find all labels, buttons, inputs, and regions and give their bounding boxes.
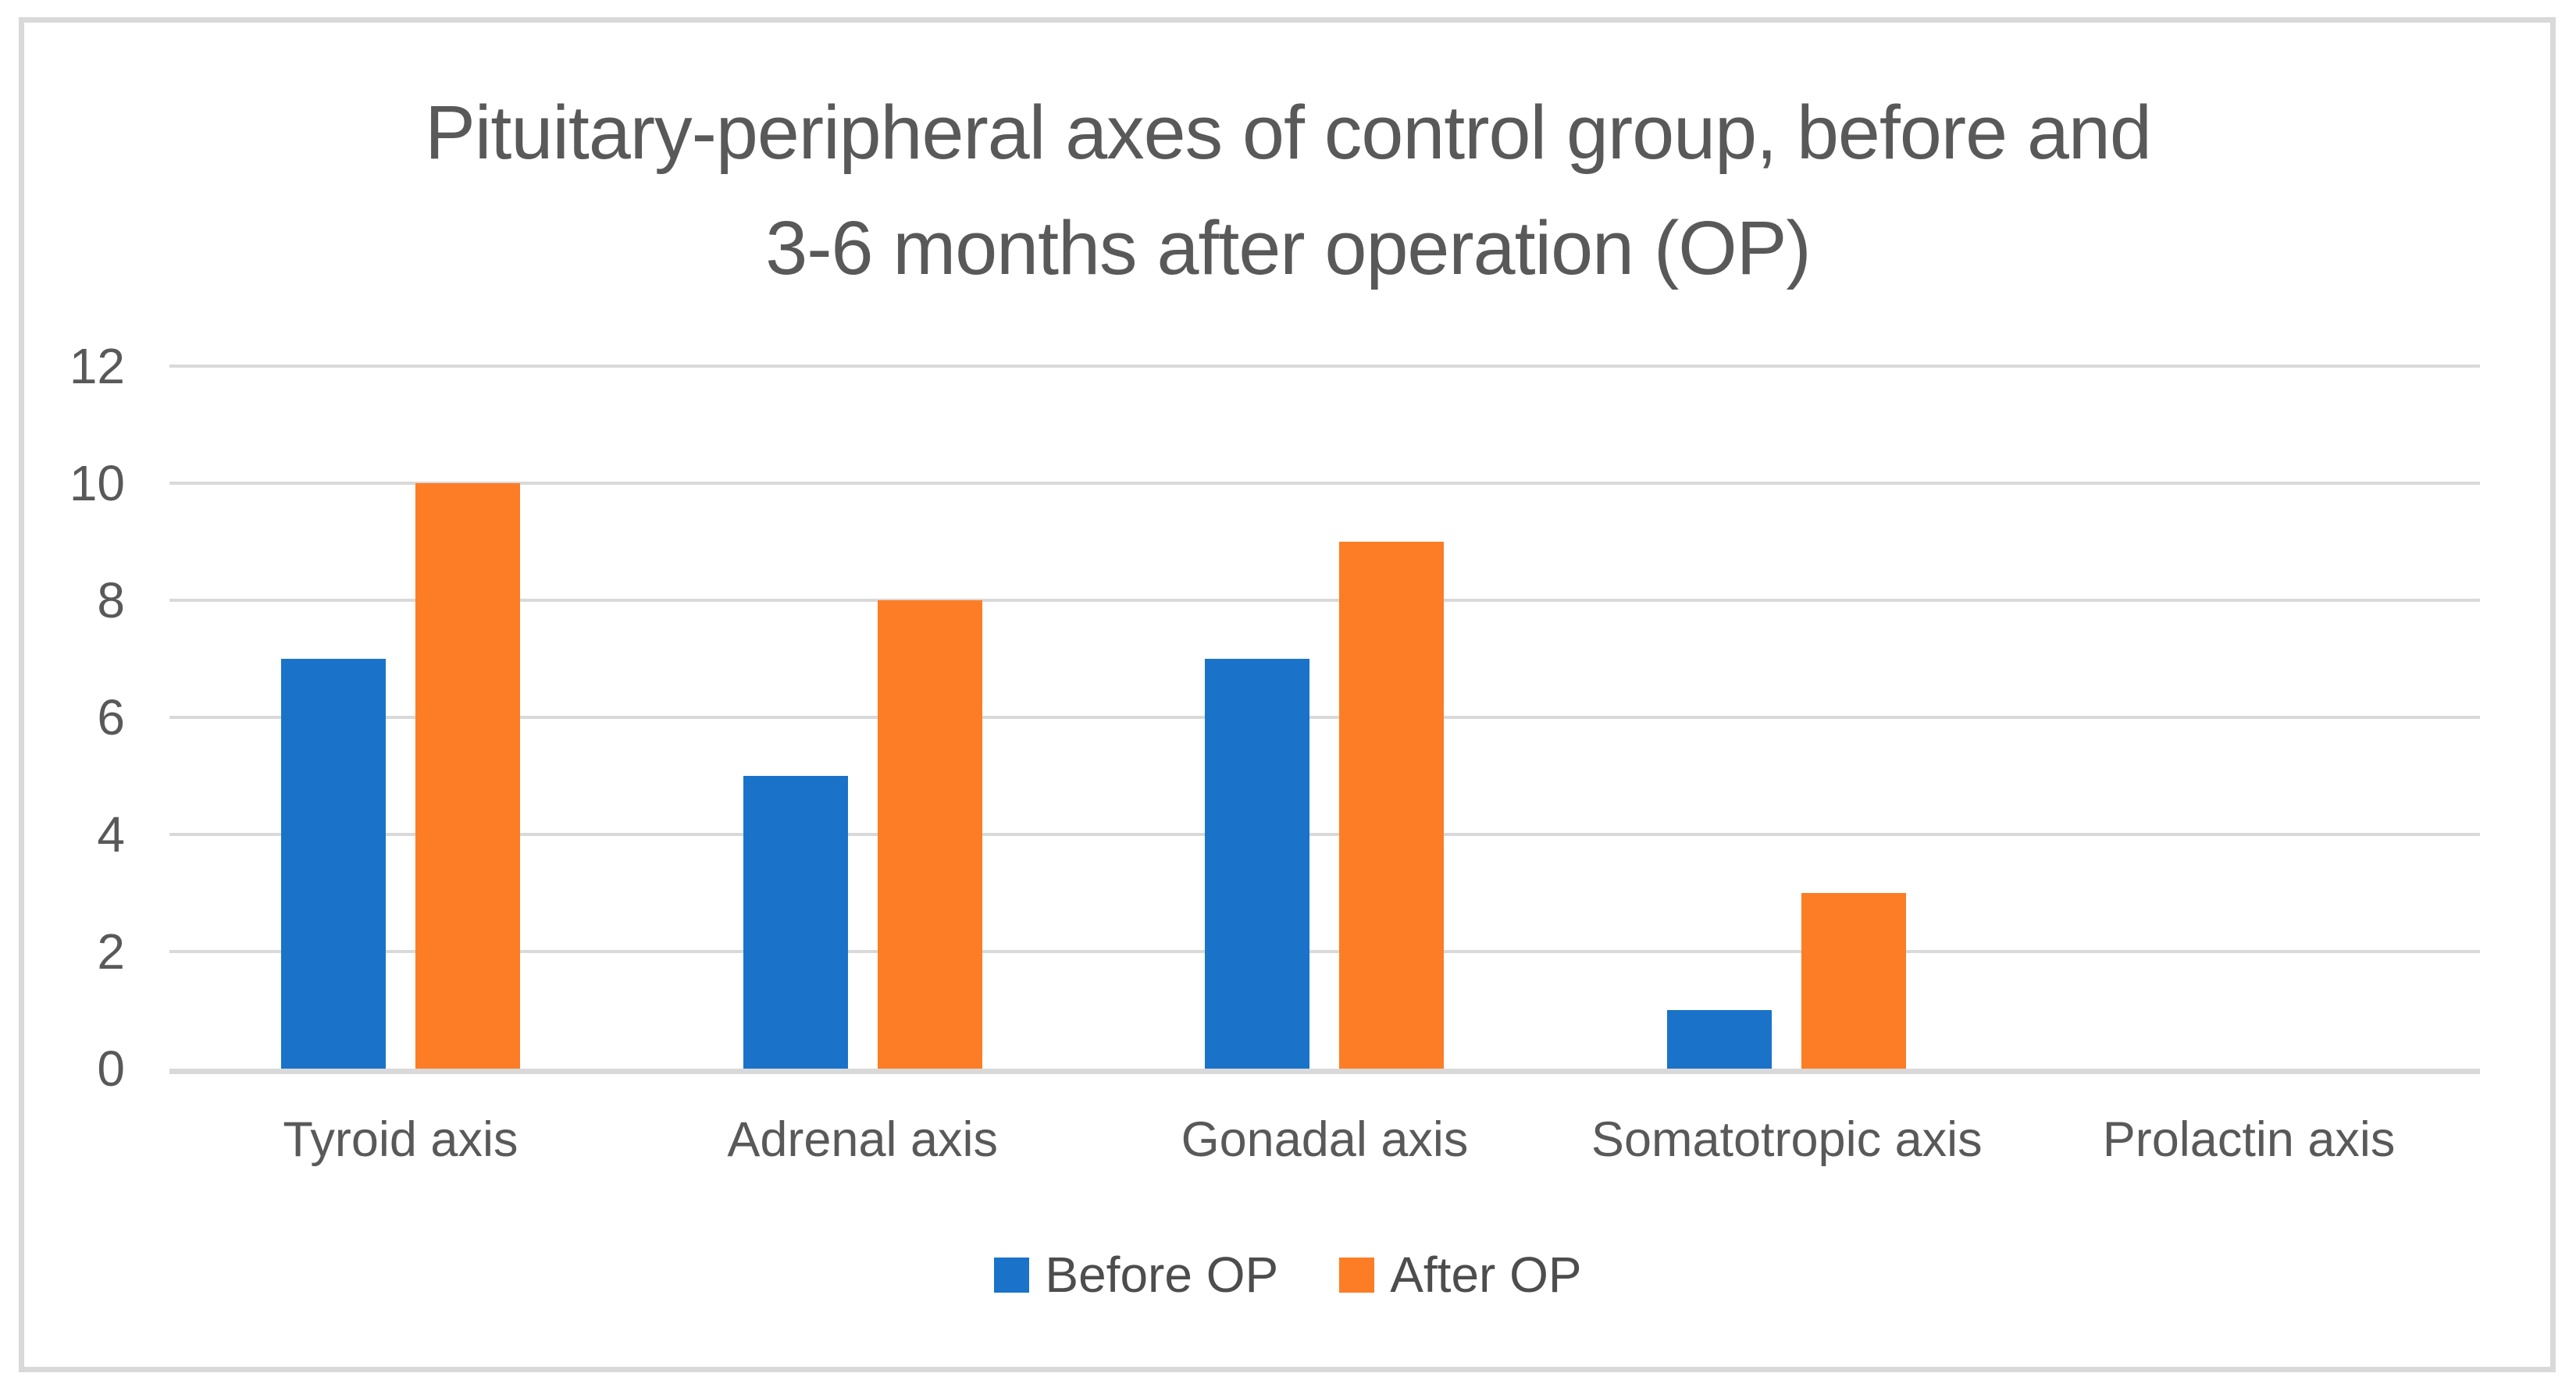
x-category-label-gonadal-axis: Gonadal axis [1181,1112,1469,1167]
bar-group-gonadal-axis [1094,366,1556,1069]
bar-after-op-adrenal-axis [877,600,982,1069]
legend-item-after-op: After OP [1339,1247,1582,1303]
y-tick-label-4: 4 [97,806,125,863]
y-tick-label-2: 2 [97,923,125,980]
chart-title: Pituitary-peripheral axes of control gro… [0,75,2576,306]
x-axis-line [169,1069,2480,1074]
plot-area [169,365,2480,1074]
gridline-y-12 [169,365,2480,368]
y-tick-label-8: 8 [97,572,125,628]
y-tick-label-10: 10 [69,455,125,511]
x-category-label-somatotropic-axis: Somatotropic axis [1591,1112,1983,1167]
gridline-y-6 [169,716,2480,719]
x-category-label-prolactin-axis: Prolactin axis [2102,1112,2396,1167]
chart-title-line-1: Pituitary-peripheral axes of control gro… [425,90,2152,175]
y-tick-label-0: 0 [97,1041,125,1097]
legend-swatch-after-op [1339,1257,1375,1293]
bar-group-tyroid-axis [169,366,632,1069]
bar-group-somatotropic-axis [1555,366,2018,1069]
legend-label-after-op: After OP [1390,1247,1582,1303]
gridline-y-8 [169,599,2480,602]
y-tick-label-6: 6 [97,689,125,745]
bar-before-op-adrenal-axis [743,776,848,1069]
legend-item-before-op: Before OP [994,1247,1278,1302]
legend-swatch-before-op [994,1257,1030,1293]
bar-after-op-tyroid-axis [415,483,520,1069]
legend: Before OP After OP [0,1247,2576,1302]
gridline-y-2 [169,950,2480,953]
gridline-y-4 [169,833,2480,836]
x-category-label-adrenal-axis: Adrenal axis [727,1112,999,1167]
bar-group-prolactin-axis [2018,366,2480,1069]
legend-label-before-op: Before OP [1045,1247,1279,1303]
chart-title-line-2: 3-6 months after operation (OP) [765,205,1811,290]
bar-after-op-somatotropic-axis [1801,893,1907,1069]
bar-group-adrenal-axis [632,366,1094,1069]
y-tick-label-12: 12 [69,338,125,394]
gridline-y-10 [169,482,2480,485]
bar-before-op-tyroid-axis [280,659,386,1069]
x-category-label-tyroid-axis: Tyroid axis [283,1112,518,1167]
bar-before-op-gonadal-axis [1205,659,1310,1069]
bar-after-op-gonadal-axis [1339,542,1445,1069]
bar-before-op-somatotropic-axis [1667,1010,1773,1069]
